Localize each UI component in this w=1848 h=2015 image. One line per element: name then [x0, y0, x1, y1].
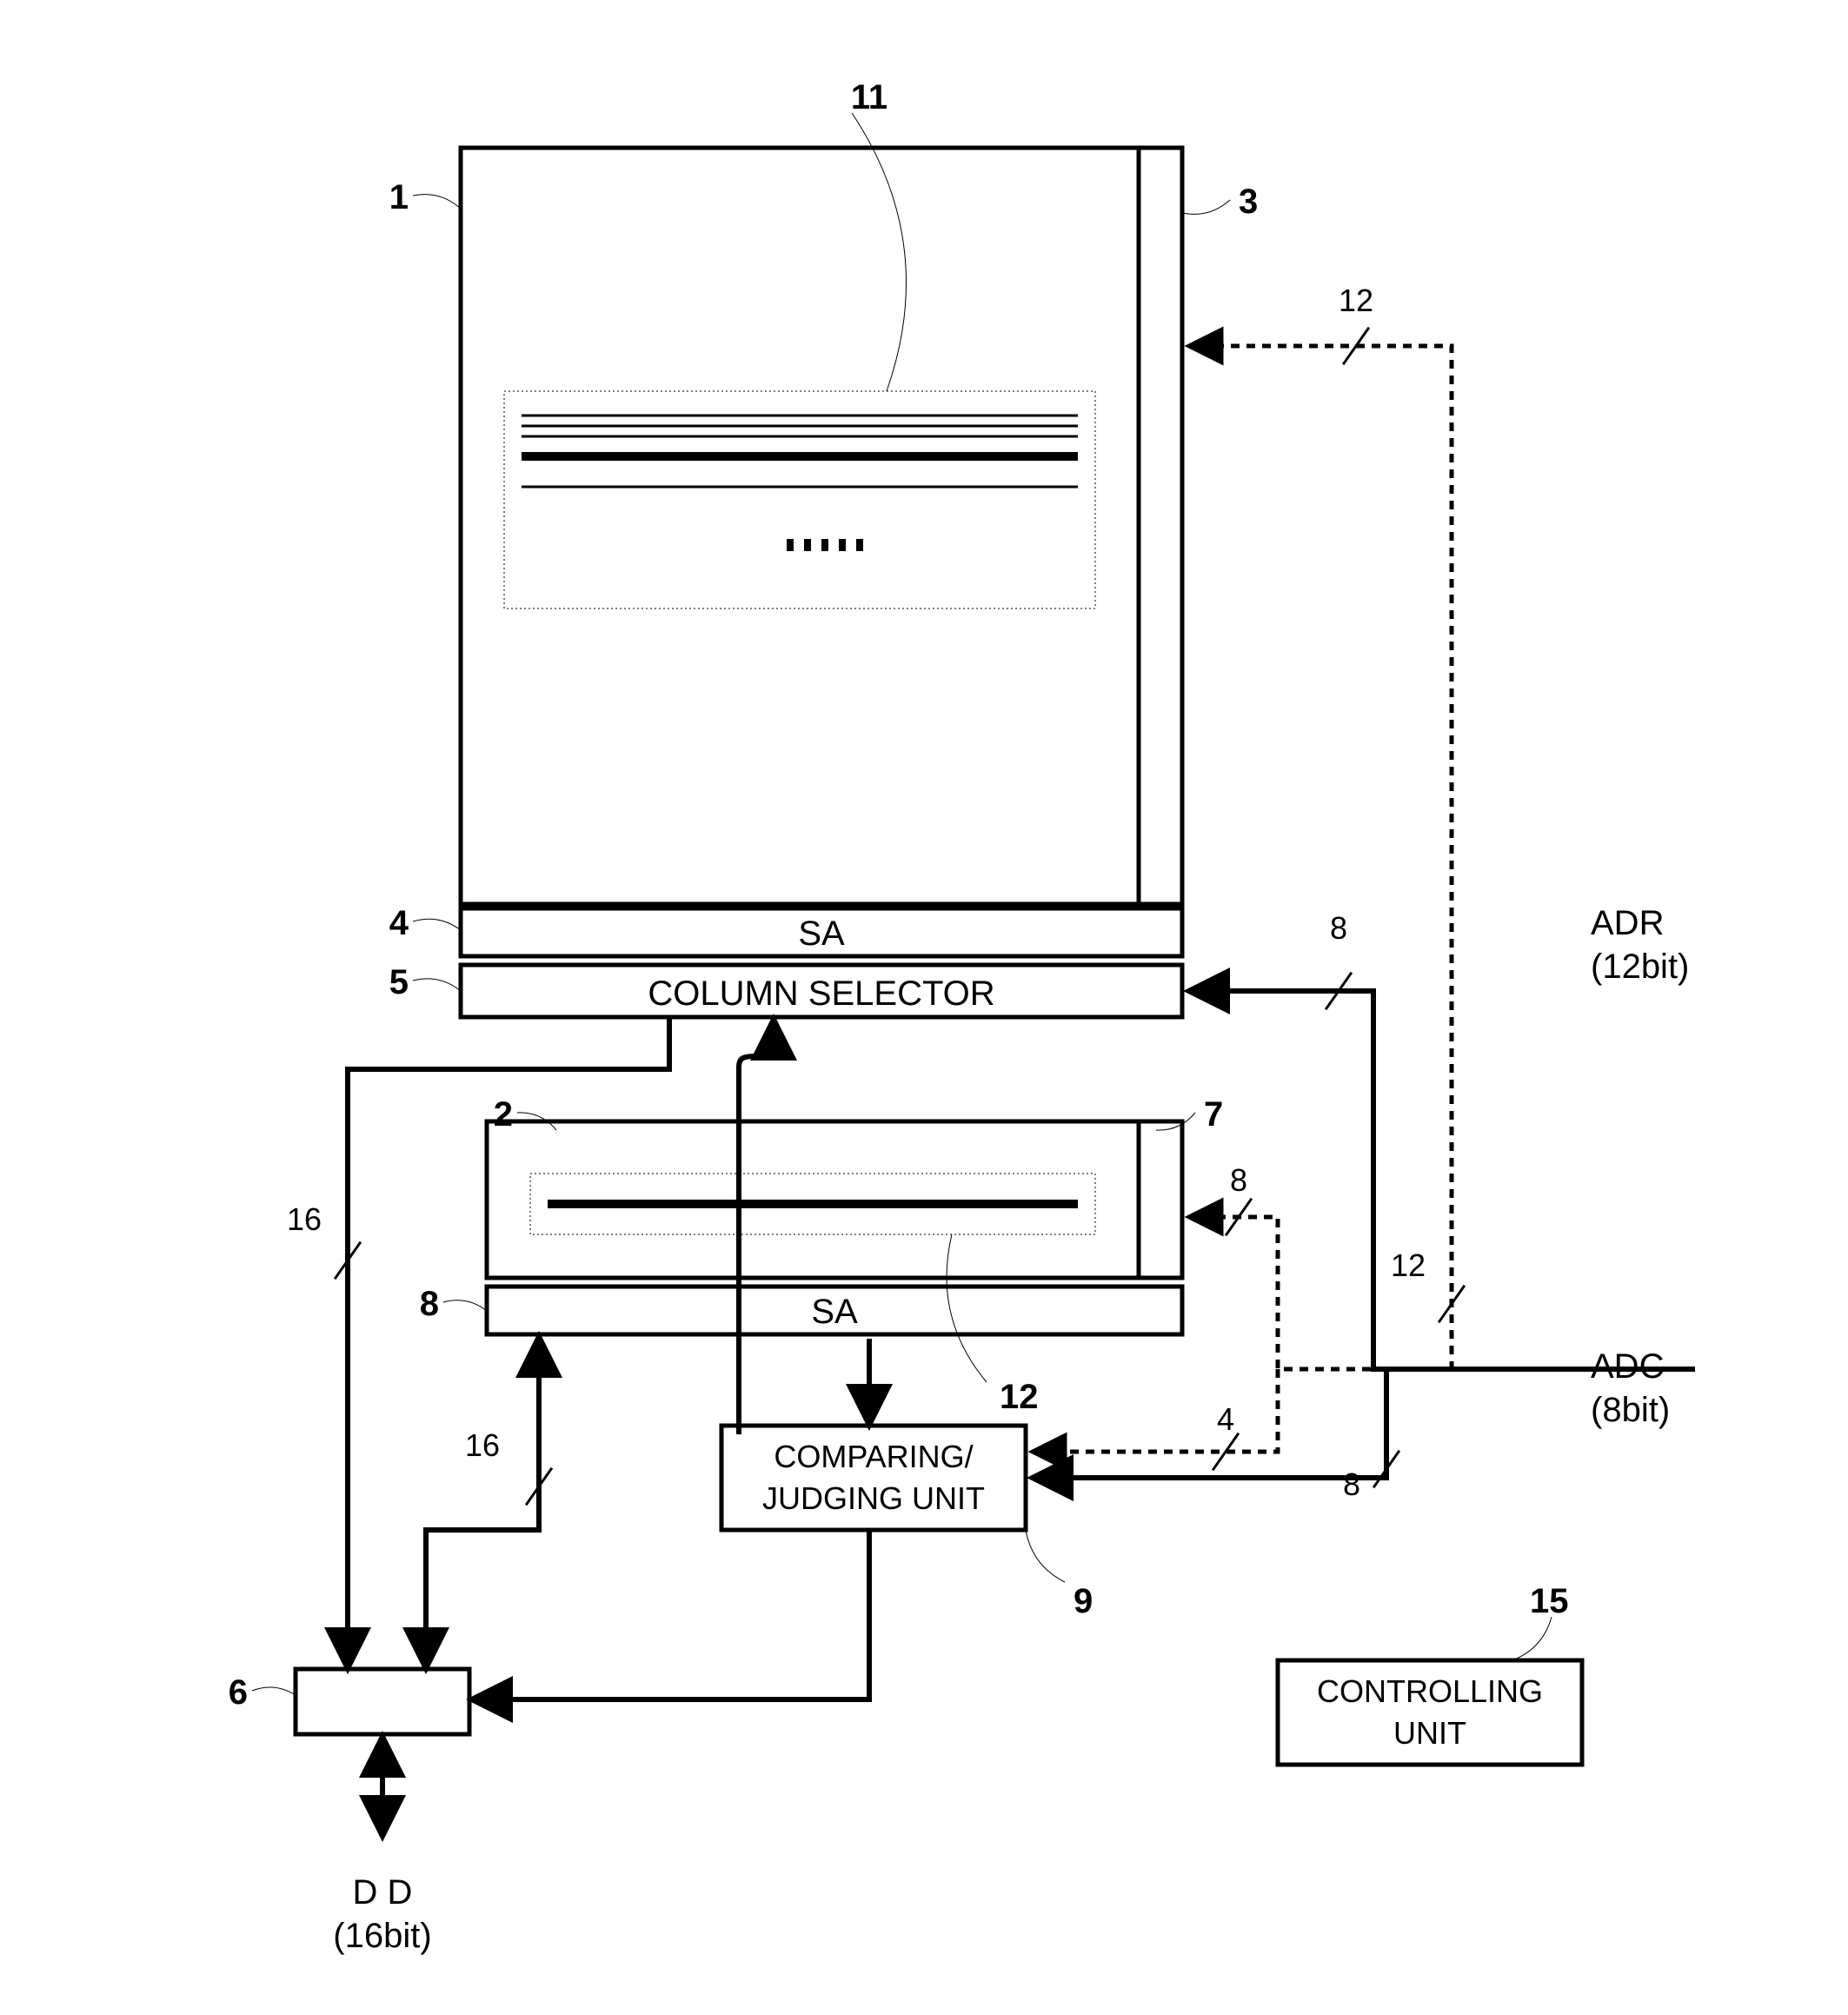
sa1-label: SA: [798, 914, 845, 953]
bus-width-label: 16: [465, 1427, 500, 1463]
ref-4: 4: [389, 904, 409, 942]
ref-8: 8: [420, 1285, 439, 1323]
leader-line: [413, 979, 461, 991]
control-label-2: UNIT: [1393, 1715, 1466, 1751]
bus-width-label: 16: [287, 1201, 322, 1237]
row-decoder-top: [1139, 148, 1182, 904]
ref-5: 5: [389, 963, 409, 1001]
adr-label: ADR: [1591, 904, 1664, 942]
adc-bus-to-compare: [1034, 1369, 1578, 1478]
ref-7: 7: [1204, 1095, 1223, 1134]
column-selector-label: COLUMN SELECTOR: [648, 974, 994, 1013]
row-decoder-bottom: [1139, 1121, 1182, 1278]
ref-9: 9: [1074, 1582, 1093, 1620]
leader-line: [443, 1300, 487, 1311]
dd-label: D D: [353, 1873, 413, 1912]
leader-line: [413, 919, 461, 930]
adr-bits-label: (12bit): [1591, 948, 1689, 986]
output-buffer: [296, 1669, 469, 1734]
ellipsis-dot: [787, 539, 794, 551]
ellipsis-dot: [839, 539, 846, 551]
bus-width-label: 8: [1330, 910, 1347, 946]
ref-2: 2: [494, 1095, 513, 1134]
ellipsis-dot: [856, 539, 863, 551]
leader-line: [1182, 200, 1230, 214]
ref-6: 6: [229, 1673, 248, 1712]
ref-15: 15: [1530, 1582, 1569, 1620]
main-memory-array: [461, 148, 1139, 904]
adc-bus-to-column-selector: [1191, 991, 1578, 1369]
compare-to-output: [474, 1530, 869, 1699]
sa2-label: SA: [811, 1293, 858, 1331]
sa2-to-output: [426, 1339, 539, 1666]
diagram-layer: SA COLUMN SELECTOR SA COMPARING/JUDGING UNI…: [229, 78, 1695, 1955]
leader-line: [1026, 1530, 1065, 1582]
adc-label: ADC: [1591, 1347, 1664, 1386]
ellipsis-dot: [804, 539, 811, 551]
dd-bits-label: (16bit): [333, 1917, 431, 1955]
ref-1: 1: [389, 178, 409, 216]
bus-width-label: 12: [1339, 283, 1373, 318]
compare-label-2: JUDGING UNIT: [762, 1480, 985, 1516]
block-diagram: SA COLUMN SELECTOR SA COMPARING/JUDGING UNI…: [0, 0, 1848, 2015]
compare-label-1: COMPARING/: [774, 1439, 973, 1474]
ref-11: 11: [851, 78, 887, 116]
bus-tick: [1226, 1199, 1252, 1236]
leader-line: [252, 1687, 296, 1695]
bus-width-label: 8: [1343, 1466, 1360, 1502]
adc-dashed-to-compare: [1034, 1369, 1278, 1452]
bus-width-label: 8: [1230, 1162, 1247, 1198]
adc-dashed-to-row-decoder2: [1191, 1217, 1386, 1369]
bus-width-label: 12: [1391, 1247, 1426, 1283]
bus-width-label: 4: [1217, 1401, 1234, 1437]
ref-12: 12: [1000, 1378, 1039, 1416]
ellipsis-dot: [821, 539, 828, 551]
control-label-1: CONTROLLING: [1317, 1673, 1543, 1709]
adc-bits-label: (8bit): [1591, 1391, 1670, 1429]
leader-line: [1512, 1617, 1552, 1660]
ref-3: 3: [1239, 183, 1258, 221]
leader-line: [413, 195, 461, 209]
